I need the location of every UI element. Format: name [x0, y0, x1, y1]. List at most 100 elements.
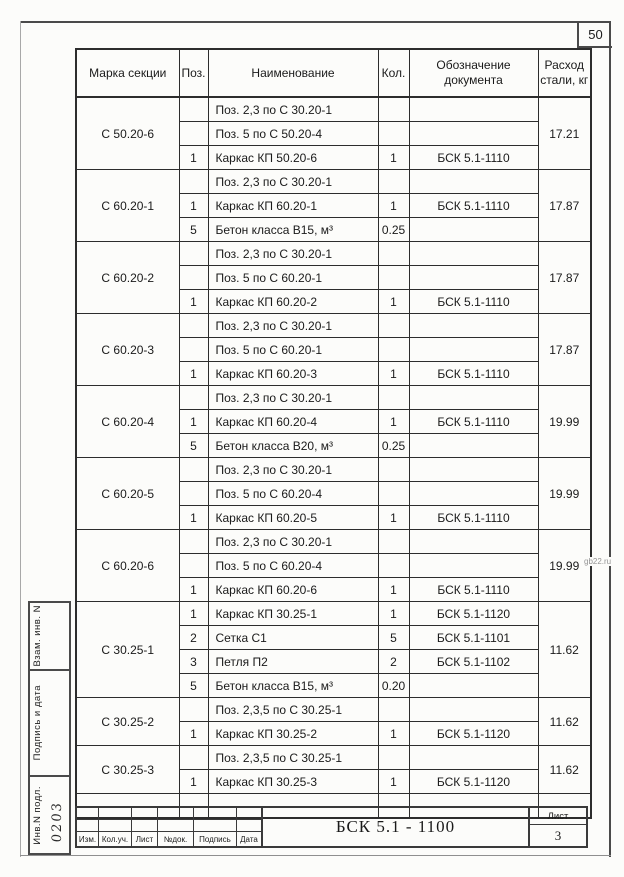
- document-cell: БСК 5.1-1120: [408, 721, 539, 746]
- handwritten-text: 0203: [49, 800, 65, 844]
- name-cell: Поз. 2,3 по С 30.20-1: [207, 169, 379, 194]
- table-row: 1 Каркас КП 60.20-1 1 БСК 5.1-1110: [76, 193, 591, 218]
- name-cell: Каркас КП 60.20-6: [207, 577, 379, 602]
- pos-cell: 1: [178, 601, 209, 626]
- title-block-empty-cell: [158, 808, 194, 820]
- name-cell: Поз. 5 по С 60.20-1: [207, 265, 379, 290]
- pos-cell: [178, 385, 209, 410]
- document-cell: [408, 673, 539, 698]
- pos-cell: 1: [178, 145, 209, 170]
- steel-consumption-cell: [537, 793, 592, 819]
- quantity-cell: [377, 313, 410, 338]
- title-block-empty-cell: [132, 808, 158, 820]
- title-block-empty-cell: [194, 808, 237, 820]
- stamp-cell-podpis-data: Подпись и дата: [30, 671, 69, 777]
- pos-cell: [178, 265, 209, 290]
- name-cell: Поз. 2,3 по С 30.20-1: [207, 313, 379, 338]
- document-cell: БСК 5.1-1102: [408, 649, 539, 674]
- document-cell: [408, 169, 539, 194]
- quantity-cell: [377, 457, 410, 482]
- table-row: С 60.20-1 Поз. 2,3 по С 30.20-1 17.87: [75, 169, 592, 242]
- header-document: Обозначение документа: [408, 48, 539, 98]
- quantity-cell: [377, 121, 410, 146]
- quantity-cell: 1: [377, 505, 410, 530]
- pos-cell: 3: [178, 649, 209, 674]
- table-row: 1 Каркас КП 60.20-4 1 БСК 5.1-1110: [76, 409, 591, 434]
- section-mark-cell: С 30.25-1: [75, 601, 180, 698]
- document-cell: [408, 385, 539, 410]
- pos-cell: 5: [178, 673, 209, 698]
- title-block-empty-cell: [99, 820, 132, 832]
- steel-consumption-cell: 19.99: [537, 457, 592, 530]
- name-cell: Поз. 5 по С 50.20-4: [207, 121, 379, 146]
- name-cell: Петля П2: [207, 649, 379, 674]
- quantity-cell: 2: [377, 649, 410, 674]
- header-steel-consumption: Расход стали, кг: [537, 48, 592, 98]
- page-number: 50: [588, 27, 603, 42]
- pos-cell: [178, 529, 209, 554]
- document-cell: [408, 745, 539, 770]
- document-cell: [408, 697, 539, 722]
- document-cell: [408, 241, 539, 266]
- specification-table-wrap: Марка секции Поз. Наименование Кол. Обоз…: [75, 48, 592, 819]
- steel-consumption-cell: 11.62: [537, 697, 592, 746]
- document-cell: [408, 553, 539, 578]
- document-cell: [408, 313, 539, 338]
- title-block-document-number: БСК 5.1 - 1100: [263, 806, 530, 848]
- document-cell: БСК 5.1-1101: [408, 625, 539, 650]
- name-cell: Поз. 5 по С 60.20-1: [207, 337, 379, 362]
- steel-consumption-cell: 19.99: [537, 385, 592, 458]
- header-section-mark: Марка секции: [75, 48, 180, 98]
- quantity-cell: 0.20: [377, 673, 410, 698]
- stamp-cell-vzam-inv: Взам. инв. N: [30, 603, 69, 671]
- title-block-empty-cell: [194, 820, 237, 832]
- section-mark-cell: С 60.20-3: [75, 313, 180, 386]
- quantity-cell: 1: [377, 193, 410, 218]
- pos-cell: [178, 745, 209, 770]
- quantity-cell: 1: [377, 409, 410, 434]
- table-row: С 60.20-2 Поз. 2,3 по С 30.20-1 17.87: [75, 241, 592, 314]
- pos-cell: 1: [178, 409, 209, 434]
- document-cell: БСК 5.1-1110: [408, 289, 539, 314]
- document-cell: [408, 793, 539, 819]
- table-row: 1 Каркас КП 60.20-6 1 БСК 5.1-1110: [76, 577, 591, 602]
- title-block-col-data: Дата: [240, 834, 258, 844]
- spec-table-body: С 50.20-6 Поз. 2,3 по С 30.20-1 17.21 Поз. …: [75, 96, 592, 819]
- quantity-cell: 1: [377, 577, 410, 602]
- sheet-label: Лист: [530, 808, 586, 825]
- document-cell: [408, 529, 539, 554]
- table-row: 1 Каркас КП 30.25-3 1 БСК 5.1-1120: [76, 769, 591, 794]
- steel-consumption-cell: 17.87: [537, 241, 592, 314]
- quantity-cell: 1: [377, 601, 410, 626]
- quantity-cell: [377, 96, 410, 122]
- pos-cell: [178, 121, 209, 146]
- name-cell: Каркас КП 60.20-1: [207, 193, 379, 218]
- document-cell: [408, 217, 539, 242]
- name-cell: Каркас КП 30.25-1: [207, 601, 379, 626]
- section-mark-cell: С 30.25-2: [75, 697, 180, 746]
- table-row: 3 Петля П2 2 БСК 5.1-1102: [76, 649, 591, 674]
- section-mark-cell: С 60.20-6: [75, 529, 180, 602]
- pos-cell: [178, 313, 209, 338]
- name-cell: Каркас КП 60.20-2: [207, 289, 379, 314]
- name-cell: Поз. 5 по С 60.20-4: [207, 553, 379, 578]
- name-cell: Поз. 2,3,5 по С 30.25-1: [207, 697, 379, 722]
- pos-cell: 5: [178, 217, 209, 242]
- title-block-col-izm: Изм.: [77, 832, 99, 846]
- document-cell: [408, 433, 539, 458]
- section-mark-cell: С 30.25-3: [75, 745, 180, 794]
- section-mark-cell: [75, 793, 180, 819]
- name-cell: Каркас КП 60.20-5: [207, 505, 379, 530]
- quantity-cell: 5: [377, 625, 410, 650]
- table-row: [75, 793, 592, 819]
- document-cell: БСК 5.1-1110: [408, 361, 539, 386]
- table-row: С 60.20-6 Поз. 2,3 по С 30.20-1 19.99: [75, 529, 592, 602]
- quantity-cell: [377, 553, 410, 578]
- table-row: 1 Каркас КП 60.20-3 1 БСК 5.1-1110: [76, 361, 591, 386]
- table-row: С 60.20-4 Поз. 2,3 по С 30.20-1 19.99: [75, 385, 592, 458]
- document-cell: БСК 5.1-1120: [408, 601, 539, 626]
- quantity-cell: 1: [377, 145, 410, 170]
- header-position: Поз.: [178, 48, 209, 98]
- pos-cell: 5: [178, 433, 209, 458]
